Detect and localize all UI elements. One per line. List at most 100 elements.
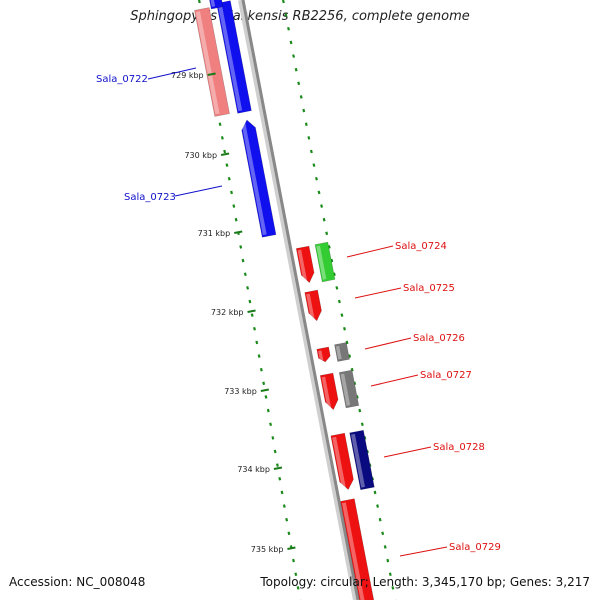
tick-label: 733 kbp bbox=[224, 387, 257, 396]
gene-bar-0728-rev bbox=[330, 432, 354, 490]
backbone-line bbox=[241, 0, 360, 600]
track-dot bbox=[230, 190, 233, 195]
track-dot bbox=[255, 340, 259, 345]
gene-leader-line bbox=[399, 546, 448, 557]
tick-label: 734 kbp bbox=[237, 465, 270, 474]
track-dot bbox=[312, 163, 316, 167]
gene-bar-0726 bbox=[334, 342, 350, 362]
track-dot bbox=[269, 422, 273, 427]
gene-bar-0725-highlight bbox=[306, 293, 315, 320]
kbp-ruler: 729 kbp 730 kbp 731 kbp 732 kbp 733 kbp 734 k… bbox=[171, 71, 296, 554]
tick-mark bbox=[273, 466, 283, 470]
tick-mark bbox=[234, 230, 243, 234]
gene-bar-0726-body bbox=[334, 342, 350, 362]
track-dot bbox=[340, 313, 344, 317]
track-dot bbox=[243, 272, 247, 277]
gene-bar-0721 bbox=[194, 7, 230, 117]
gene-leader-line bbox=[346, 245, 394, 258]
gene-label: Sala_0725 bbox=[403, 283, 455, 294]
track-dot bbox=[271, 436, 275, 440]
track-dot bbox=[234, 217, 238, 222]
track-dot bbox=[350, 367, 354, 372]
gene-bar-0723-body bbox=[241, 119, 277, 238]
gene-label: Sala_0726 bbox=[413, 333, 465, 344]
track-dot bbox=[322, 217, 326, 222]
track-dot bbox=[285, 517, 289, 522]
track-dot bbox=[360, 422, 364, 427]
gene-bar-0728-rev-highlight bbox=[332, 436, 346, 489]
track-dot bbox=[259, 367, 263, 372]
track-dot bbox=[281, 0, 285, 4]
track-dot bbox=[388, 572, 392, 577]
gene-bar-0721-highlight bbox=[195, 11, 220, 115]
gene-bar-0727-body bbox=[338, 369, 360, 409]
gene-bar-0726-rev-body bbox=[316, 346, 331, 363]
gene-bar-0724 bbox=[314, 241, 336, 283]
track-dot bbox=[262, 381, 266, 386]
track-dot bbox=[332, 272, 336, 277]
tick-mark bbox=[260, 388, 270, 392]
gene-bar-0726-highlight bbox=[335, 345, 342, 360]
track-dot bbox=[257, 354, 261, 358]
track-dot bbox=[278, 476, 282, 481]
gene-bar-0722-highlight bbox=[217, 4, 243, 112]
gene-label: Sala_0723 bbox=[124, 192, 176, 203]
track-dot bbox=[309, 149, 313, 154]
gene-bar-0724-rev-body bbox=[295, 245, 315, 284]
gene-bar-0725-body bbox=[304, 289, 322, 322]
track-dot bbox=[297, 81, 301, 86]
track-dot bbox=[218, 122, 222, 127]
gene-label: Sala_0728 bbox=[433, 442, 485, 453]
gene-bar-0722-top-body bbox=[208, 0, 224, 10]
tick-mark bbox=[287, 546, 296, 550]
track-dot bbox=[287, 26, 290, 31]
track-dot bbox=[294, 67, 298, 72]
feature-track bbox=[194, 0, 376, 600]
genome-backbone bbox=[238, 0, 360, 600]
track-dot bbox=[225, 163, 229, 167]
gene-bar-0722 bbox=[216, 0, 252, 114]
gene-label: Sala_0727 bbox=[420, 370, 472, 381]
gene-label-layer: Sala_0722 Sala_0723 Sala_0724 Sala_0725 Sala… bbox=[96, 67, 501, 557]
gene-bar-0722-top-highlight bbox=[210, 0, 216, 7]
gene-bar-0724-rev bbox=[295, 245, 315, 284]
gene-bar-0726-rev-highlight bbox=[318, 350, 324, 361]
gene-bar-0727-highlight bbox=[340, 373, 351, 406]
tick-label: 735 kbp bbox=[251, 545, 284, 554]
track-dot bbox=[266, 408, 270, 413]
tick-label: 731 kbp bbox=[198, 229, 231, 238]
gene-bar-0722-body bbox=[216, 0, 252, 114]
gene-leader-line bbox=[174, 185, 223, 197]
track-dot bbox=[345, 340, 349, 345]
track-dot bbox=[343, 326, 346, 331]
track-dot bbox=[386, 558, 390, 563]
track-dot bbox=[232, 204, 236, 208]
track-dot bbox=[376, 504, 380, 508]
track-dot bbox=[355, 395, 359, 399]
track-dot bbox=[325, 231, 329, 236]
gene-bar-0728-rev-body bbox=[330, 432, 354, 490]
track-dot bbox=[292, 54, 296, 58]
track-dot bbox=[315, 176, 318, 181]
track-dot bbox=[381, 531, 385, 536]
gene-bar-0723-highlight bbox=[241, 122, 267, 236]
gene-leader-line bbox=[383, 446, 432, 458]
gene-bar-0727-rev bbox=[319, 372, 339, 411]
track-dot bbox=[241, 258, 245, 263]
track-dot bbox=[197, 0, 201, 4]
tick-mark bbox=[220, 152, 230, 156]
gene-leader-line bbox=[370, 374, 419, 387]
track-dot bbox=[304, 122, 308, 127]
gene-leader-line bbox=[147, 67, 197, 80]
gene-label: Sala_0729 bbox=[449, 542, 501, 553]
gene-bar-0729-body bbox=[340, 498, 376, 600]
track-dot bbox=[307, 136, 311, 140]
gene-label: Sala_0722 bbox=[96, 74, 148, 85]
tick-label: 729 kbp bbox=[171, 71, 204, 80]
track-dot bbox=[296, 586, 300, 590]
track-dot bbox=[287, 531, 291, 536]
track-dot bbox=[302, 108, 306, 113]
track-dot bbox=[320, 204, 324, 208]
gene-bar-0728 bbox=[349, 429, 375, 491]
